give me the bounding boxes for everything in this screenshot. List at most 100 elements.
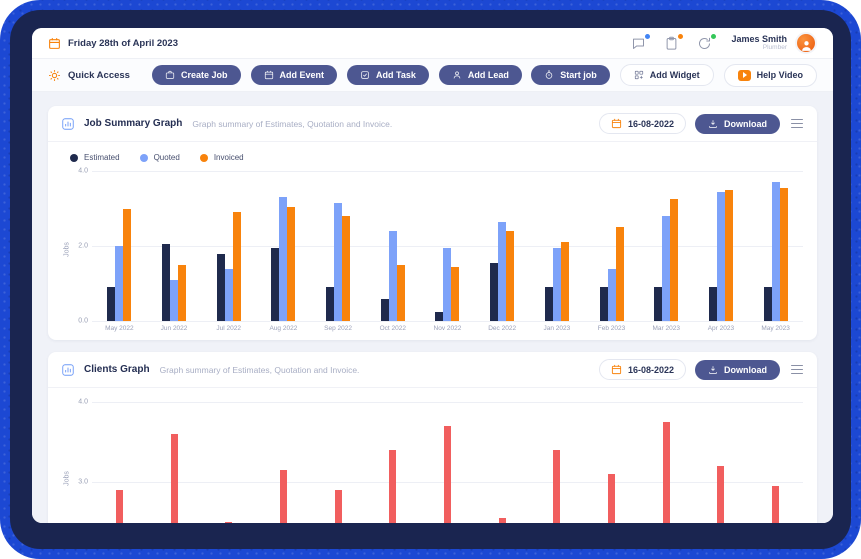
bar-quoted: [552, 247, 561, 321]
bar-estimated: [380, 298, 389, 321]
bar-quoted: [334, 202, 343, 321]
stopwatch-icon: [545, 70, 553, 79]
download-button[interactable]: Download: [695, 359, 780, 380]
add-event-button[interactable]: Add Event: [250, 65, 338, 85]
top-bar: Friday 28th of April 2023: [32, 28, 833, 58]
job-summary-plot: Jobs 4.0 2.0 0.0: [64, 168, 803, 325]
x-tick-label: Sep 2022: [324, 325, 353, 332]
create-job-button[interactable]: Create Job: [151, 65, 241, 85]
x-tick-label: Nov 2022: [433, 325, 462, 332]
bar-invoiced: [232, 212, 241, 321]
quick-access-label: Quick Access: [68, 69, 130, 81]
x-tick-label: May 2023: [761, 325, 790, 332]
bar-groups: [92, 171, 803, 321]
avatar[interactable]: [795, 32, 817, 54]
bar-quoted: [443, 247, 452, 321]
x-tick-label: Dec 2022: [488, 325, 517, 332]
help-video-button[interactable]: Help Video: [723, 63, 817, 87]
bar-invoiced: [178, 264, 187, 321]
x-tick-label: May 2022: [105, 325, 134, 332]
card-subtitle: Graph summary of Estimates, Quotation an…: [159, 364, 360, 375]
clients-graph-icon: [60, 362, 76, 378]
bar-quoted: [771, 182, 780, 321]
clients-card: Clients Graph Graph summary of Estimates…: [48, 352, 817, 523]
legend-dot: [70, 153, 78, 162]
bar-estimated: [271, 247, 280, 321]
y-tick: 4.0: [78, 398, 88, 406]
bar-group: [475, 171, 530, 321]
gridline: [92, 171, 803, 172]
legend-item-invoiced[interactable]: Invoiced: [199, 153, 244, 162]
person-icon: [453, 71, 461, 79]
sun-icon: [49, 69, 60, 81]
notification-badge: [644, 32, 652, 40]
clients-header: Clients Graph Graph summary of Estimates…: [48, 352, 817, 388]
calendar-icon: [264, 70, 273, 80]
bar-group: [584, 171, 639, 321]
date-label: Friday 28th of April 2023: [68, 37, 178, 49]
clients-plot: Jobs 4.0 3.0: [64, 399, 803, 523]
bar-quoted: [279, 197, 288, 321]
start-job-button[interactable]: Start job: [531, 65, 610, 85]
legend-item-quoted[interactable]: Quoted: [139, 153, 180, 162]
bar-clients: [225, 522, 233, 523]
bar-group: [530, 402, 585, 523]
date-filter[interactable]: 16-08-2022: [598, 113, 686, 134]
user-role: Plumber: [762, 44, 787, 52]
bar-group: [694, 402, 749, 523]
card-title: Job Summary Graph: [84, 118, 183, 129]
bar-invoiced: [779, 187, 788, 321]
bar-estimated: [435, 311, 444, 321]
refresh-icon[interactable]: [697, 32, 718, 51]
task-check-icon: [361, 71, 369, 79]
clipboard-icon[interactable]: [664, 32, 685, 51]
bar-estimated: [107, 287, 116, 321]
hamburger-menu-icon[interactable]: [789, 363, 805, 377]
dashboard-content: Job Summary Graph Graph summary of Estim…: [32, 92, 833, 523]
user-menu[interactable]: James Smith Plumber: [731, 32, 817, 54]
chart-legend: Estimated Quoted Invoiced: [64, 146, 803, 171]
download-button[interactable]: Download: [695, 113, 780, 134]
add-task-button[interactable]: Add Task: [347, 65, 429, 85]
bar-quoted: [607, 268, 616, 321]
briefcase-icon: [165, 70, 175, 79]
bar-group: [584, 402, 639, 523]
add-widget-button[interactable]: Add Widget: [619, 64, 714, 86]
bar-groups: [92, 402, 803, 523]
x-tick-label: Aug 2022: [269, 325, 298, 332]
chat-icon[interactable]: [631, 32, 652, 51]
bar-quoted: [170, 279, 179, 321]
play-icon: [737, 69, 751, 81]
date-filter[interactable]: 16-08-2022: [598, 359, 686, 380]
bar-group: [748, 402, 803, 523]
bar-group: [365, 171, 420, 321]
legend-dot: [139, 153, 148, 162]
bar-clients: [662, 422, 670, 523]
widget-grid-icon: [634, 70, 643, 80]
add-lead-button[interactable]: Add Lead: [438, 65, 522, 85]
card-subtitle: Graph summary of Estimates, Quotation an…: [192, 118, 393, 129]
notification-badge: [710, 32, 718, 40]
bar-group: [201, 171, 256, 321]
bar-estimated: [162, 244, 171, 321]
hamburger-menu-icon[interactable]: [789, 117, 805, 131]
x-tick-label: Jan 2023: [543, 325, 571, 332]
bar-group: [92, 402, 147, 523]
bar-invoiced: [396, 264, 405, 321]
bar-invoiced: [451, 266, 460, 321]
bar-group: [530, 171, 585, 321]
bar-invoiced: [506, 231, 515, 321]
calendar-icon: [49, 37, 60, 49]
user-name: James Smith: [731, 34, 787, 45]
job-summary-graph-icon: [60, 116, 76, 132]
bar-quoted: [388, 231, 397, 321]
y-tick: 4.0: [78, 167, 88, 175]
bar-invoiced: [560, 242, 569, 321]
y-tick: 2.0: [78, 242, 88, 250]
y-axis-label: Jobs: [63, 242, 71, 257]
legend-item-estimated[interactable]: Estimated: [70, 153, 120, 162]
bar-clients: [717, 466, 725, 523]
bar-invoiced: [287, 206, 296, 321]
calendar-icon: [611, 118, 622, 129]
